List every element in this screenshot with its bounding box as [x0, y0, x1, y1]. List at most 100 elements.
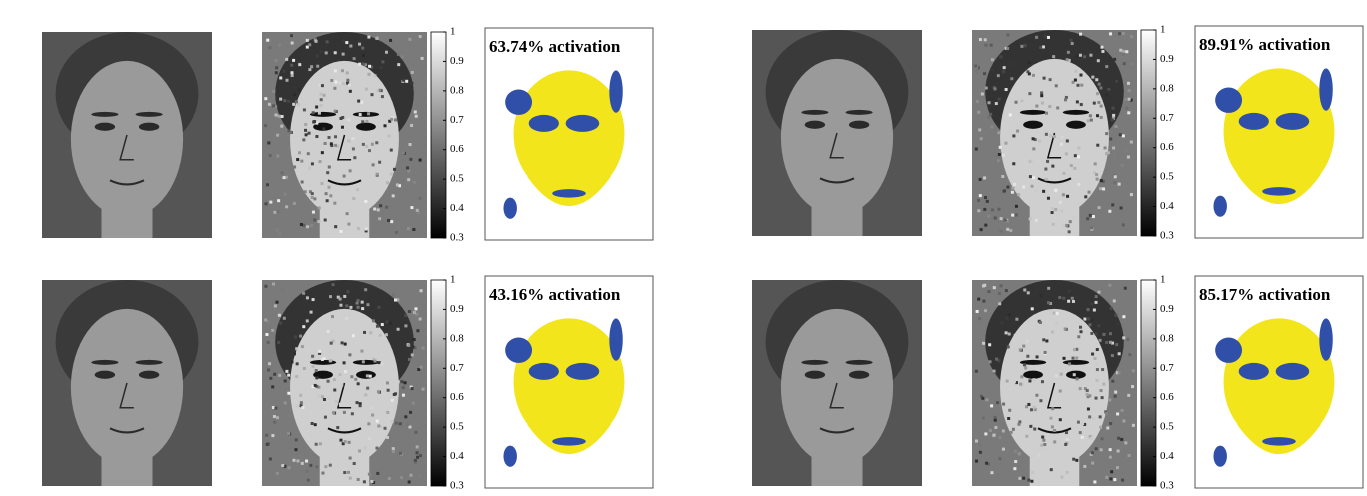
heatmap-pixel — [297, 60, 301, 64]
heatmap-pixel — [1062, 171, 1066, 175]
heatmap-pixel — [978, 443, 982, 447]
heatmap-pixel — [1006, 345, 1010, 349]
heatmap-pixel — [339, 303, 343, 307]
heatmap-pixel — [1064, 442, 1068, 446]
heatmap-pixel — [1119, 48, 1123, 52]
heatmap-pixel — [1028, 379, 1032, 383]
heatmap-pixel — [975, 309, 979, 313]
heatmap-pixel — [1005, 219, 1009, 223]
heatmap-pixel — [1060, 209, 1064, 213]
heatmap-pixel — [1126, 425, 1130, 429]
heatmap-pixel — [363, 63, 367, 67]
heatmap-pixel — [993, 87, 997, 91]
heatmap-pixel — [1100, 396, 1104, 400]
heatmap-pixel — [1019, 382, 1023, 386]
heatmap-pixel — [1105, 340, 1109, 344]
heatmap-pixel — [375, 324, 379, 328]
heatmap-pixel — [1043, 443, 1047, 447]
heatmap-pixel — [1095, 348, 1099, 352]
heatmap-pixel — [396, 380, 400, 384]
heatmap-pixel — [991, 68, 995, 72]
heatmap-pixel — [314, 442, 318, 446]
heatmap-pixel — [1099, 187, 1103, 191]
heatmap-pixel — [1072, 457, 1076, 461]
heatmap-pixel — [303, 190, 307, 194]
heatmap-pixel — [290, 41, 294, 45]
heatmap-pixel — [1004, 141, 1008, 145]
heatmap-pixel — [415, 312, 419, 316]
heatmap-pixel — [1123, 286, 1127, 290]
heatmap-pixel — [1021, 383, 1025, 387]
heatmap-pixel — [388, 440, 392, 444]
heatmap-pixel — [997, 131, 1001, 135]
heatmap-pixel — [264, 284, 268, 288]
photo-brow — [135, 111, 163, 117]
heatmap-pixel — [340, 341, 344, 345]
heatmap-pixel — [1113, 394, 1117, 398]
heatmap-pixel — [1023, 288, 1027, 292]
heatmap-pixel — [985, 199, 989, 203]
heatmap-pixel — [317, 220, 321, 224]
heatmap-pixel — [315, 54, 319, 58]
heatmap-pixel — [398, 451, 402, 455]
heatmap-pixel — [1093, 480, 1097, 484]
heatmap-pixel — [1009, 62, 1013, 66]
heatmap-pixel — [342, 361, 346, 365]
heatmap-pixel — [1018, 420, 1022, 424]
heatmap-pixel — [269, 376, 273, 380]
heatmap-pixel — [367, 149, 371, 153]
heatmap-pixel — [378, 88, 382, 92]
heatmap-pixel — [1109, 422, 1113, 426]
heatmap-pixel — [333, 388, 337, 392]
heatmap-pixel — [313, 383, 317, 387]
heatmap-pixel — [345, 71, 349, 75]
heatmap-pixel — [1014, 460, 1018, 464]
heatmap-pixel — [1030, 184, 1034, 188]
heatmap-pixel — [1018, 348, 1022, 352]
heatmap-pixel — [410, 81, 414, 85]
colorbar-tick-label: 0.5 — [1160, 421, 1174, 433]
heatmap-pixel — [372, 480, 376, 484]
heatmap-pixel — [277, 313, 281, 317]
heatmap-pixel — [995, 357, 999, 361]
heatmap-pixel — [299, 222, 303, 226]
heatmap-pixel — [978, 38, 982, 42]
heatmap-pixel — [1112, 299, 1116, 303]
heatmap-pixel — [401, 393, 405, 397]
heatmap-pixel — [410, 387, 414, 391]
heatmap-pixel — [1049, 134, 1053, 138]
heatmap-pixel — [1067, 289, 1071, 293]
heatmap-pixel — [391, 194, 395, 198]
photo-brow — [91, 111, 119, 117]
heatmap-pixel — [1042, 438, 1046, 442]
heatmap-pixel — [1100, 45, 1104, 49]
heatmap-pixel — [1094, 295, 1098, 299]
heatmap-pixel — [320, 357, 324, 361]
heatmap-pixel — [1128, 353, 1132, 357]
heatmap-pixel — [392, 392, 396, 396]
heatmap-pixel — [361, 62, 365, 66]
heatmap-pixel — [314, 369, 318, 373]
heatmap-pixel — [305, 296, 309, 300]
heatmap-pixel — [282, 69, 286, 73]
heatmap-pixel — [1017, 193, 1021, 197]
heatmap-pixel — [1011, 186, 1015, 190]
heatmap-pixel — [1108, 398, 1112, 402]
heatmap-pixel — [1053, 429, 1057, 433]
inactive-region — [1213, 445, 1227, 467]
heatmap-pixel — [989, 43, 993, 47]
heatmap-pixel — [367, 35, 371, 39]
heatmap-pixel — [1075, 356, 1079, 360]
heatmap-pixel — [1099, 115, 1103, 119]
heatmap-pixel — [377, 305, 381, 309]
heatmap-pixel — [1023, 44, 1027, 48]
heatmap-eye — [1066, 370, 1086, 379]
heatmap-pixel — [982, 341, 986, 345]
heatmap-skin — [290, 308, 399, 466]
heatmap-pixel — [992, 369, 996, 373]
heatmap-pixel — [273, 304, 277, 308]
heatmap-pixel — [1105, 65, 1109, 69]
heatmap-pixel — [343, 370, 347, 374]
colorbar-tick-label: 0.6 — [1160, 391, 1174, 403]
heatmap-mouth — [1037, 427, 1072, 434]
